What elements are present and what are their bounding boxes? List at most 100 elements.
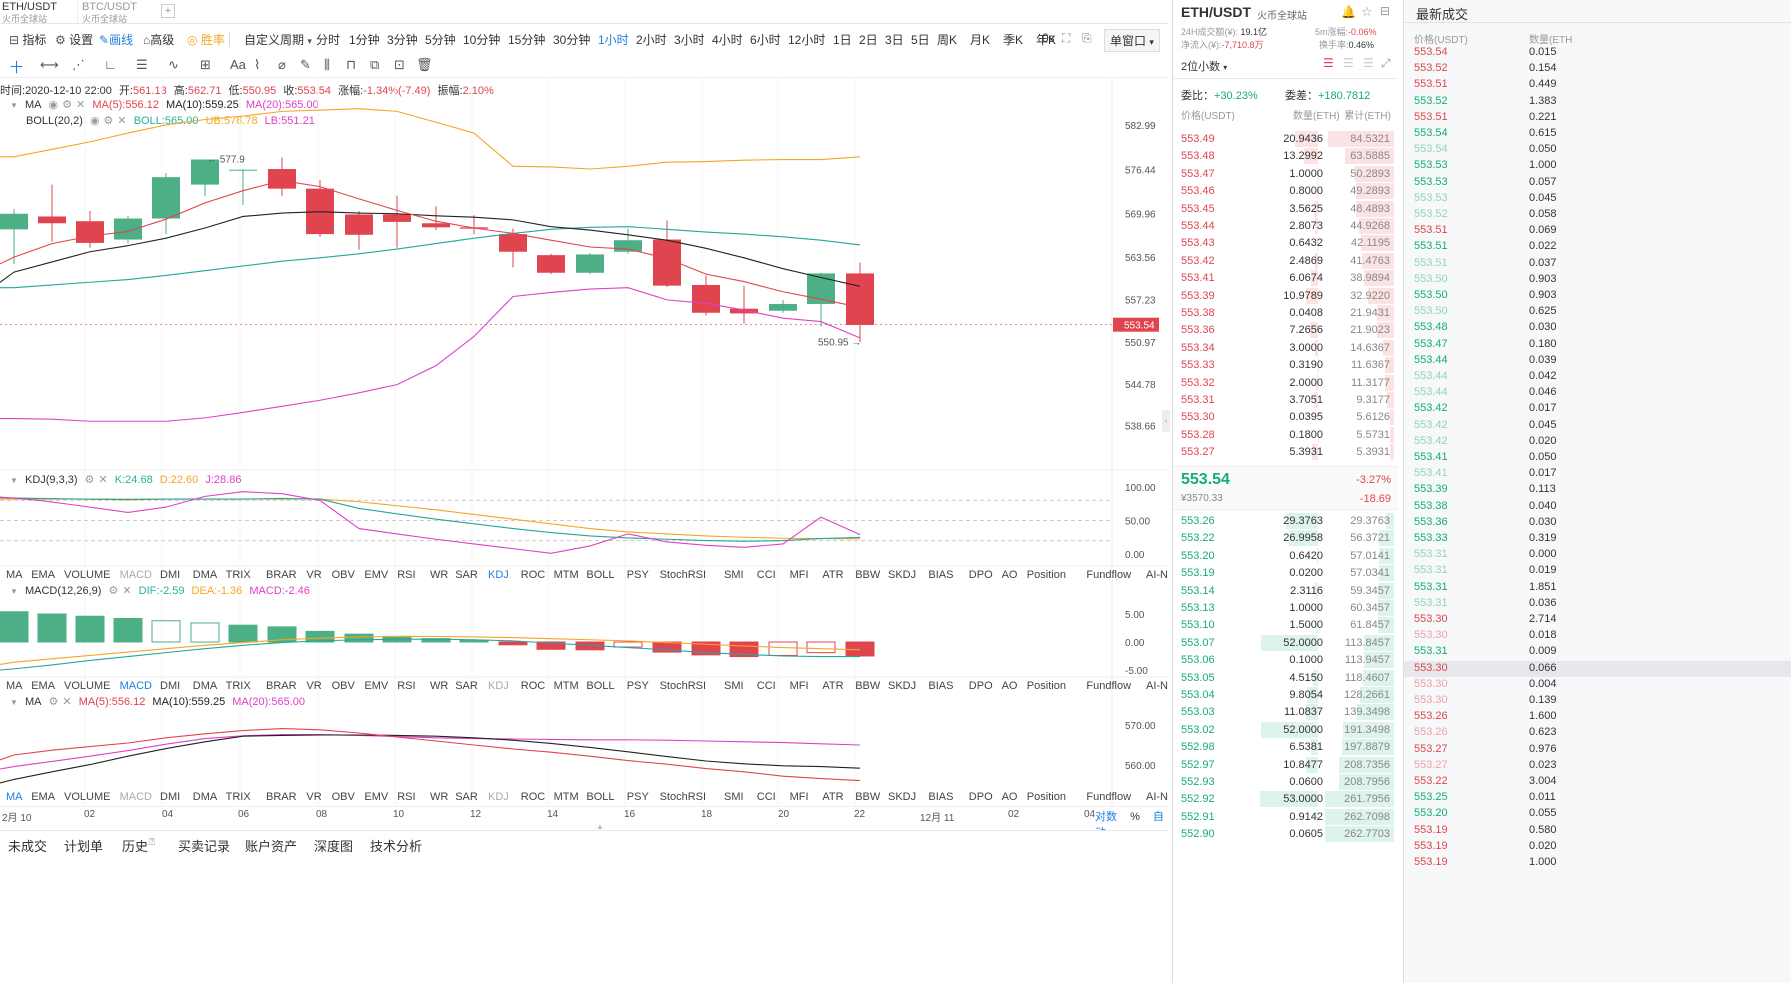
info-icon[interactable]: ⊟ (1380, 4, 1391, 18)
ask-row[interactable]: 553.36 7.2656 21.9023 (1173, 322, 1398, 339)
period-10[interactable]: 4小时 (712, 33, 743, 47)
chart-canvas[interactable]: 582.99 576.44 569.96 563.56 557.23 550.97 544.… (0, 78, 1168, 830)
ask-row[interactable]: 553.27 5.3931 5.3931 (1173, 444, 1398, 461)
period-16[interactable]: 5日 (911, 33, 930, 47)
close-icon[interactable]: ✕ (122, 585, 132, 597)
bid-row[interactable]: 553.07 52.0000 113.8457 (1173, 634, 1398, 652)
indicator-tab-mfi[interactable]: MFI (789, 791, 809, 803)
ask-row[interactable]: 553.32 2.0000 11.3177 (1173, 374, 1398, 392)
bid-row[interactable]: 552.91 0.9142 262.7098 (1173, 808, 1398, 826)
indicator-tab-bias[interactable]: BIAS (928, 569, 954, 581)
indicator-tab-ma[interactable]: MA (6, 680, 23, 692)
indicator-tab-dpo[interactable]: DPO (968, 680, 993, 692)
gear-icon[interactable]: ⚙ (108, 585, 119, 597)
drawtool-7-icon[interactable]: Aa (230, 57, 246, 72)
period-4[interactable]: 10分钟 (463, 33, 501, 47)
indicator-tab-volume[interactable]: VOLUME (64, 680, 111, 692)
indicator-tab-bbw[interactable]: BBW (855, 791, 881, 803)
drawtool-13-icon[interactable]: ⧉ (370, 57, 380, 72)
collapse-icon[interactable]: ▼ (10, 587, 18, 596)
ask-row[interactable]: 553.41 6.0674 38.9894 (1173, 270, 1398, 287)
candle[interactable] (76, 211, 104, 248)
ask-row[interactable]: 553.46 0.8000 49.2893 (1173, 183, 1398, 200)
indicator-tab-wr[interactable]: WR (430, 569, 449, 581)
drawtool-6-icon[interactable]: ⊞ (200, 57, 211, 72)
close-icon[interactable]: ✕ (117, 115, 127, 127)
indicator-tab-fundflow[interactable]: Fundflow (1086, 569, 1132, 581)
drawtool-5-icon[interactable]: ∿ (168, 57, 179, 72)
indicator-tab-smi[interactable]: SMI (724, 791, 744, 803)
candle[interactable] (152, 173, 180, 235)
indicator-tab-mtm[interactable]: MTM (553, 680, 579, 692)
indicator-tab-kdj[interactable]: KDJ (488, 791, 509, 803)
bid-row[interactable]: 552.98 6.5381 197.8879 (1173, 739, 1398, 756)
tab-eth-usdt[interactable]: ETH/USDT 火币全球站 (2, 0, 78, 24)
ask-row[interactable]: 553.47 1.0000 50.2893 (1173, 165, 1398, 183)
indicator-tab-skdj[interactable]: SKDJ (888, 680, 917, 692)
bid-row[interactable]: 553.13 1.0000 60.3457 (1173, 600, 1398, 617)
bid-row[interactable]: 553.26 29.3763 29.3763 (1173, 513, 1398, 530)
indicator-tab-boll[interactable]: BOLL (586, 680, 615, 692)
indicator-tab-roc[interactable]: ROC (520, 569, 546, 581)
ask-row[interactable]: 553.49 20.9436 84.5321 (1173, 131, 1398, 148)
ask-row[interactable]: 553.38 0.0408 21.9431 (1173, 305, 1398, 322)
period-11[interactable]: 6小时 (750, 33, 781, 47)
candle[interactable] (769, 299, 797, 313)
percent-toggle[interactable]: % (1130, 811, 1140, 823)
indicator-tab-obv[interactable]: OBV (331, 791, 355, 803)
indicator-tab-emv[interactable]: EMV (364, 569, 389, 581)
drawtool-4-icon[interactable]: ☰ (136, 57, 148, 72)
fullscreen-icon[interactable]: ⛶ (1062, 31, 1071, 45)
indicator-tab-mfi[interactable]: MFI (789, 569, 809, 581)
candle[interactable] (576, 253, 604, 275)
candle[interactable] (306, 179, 334, 237)
period-3[interactable]: 5分钟 (425, 33, 456, 47)
indicator-tab-wr[interactable]: WR (430, 791, 449, 803)
indicator-tab-psy[interactable]: PSY (626, 680, 649, 692)
drawtool-9-icon[interactable]: ⌀ (278, 57, 286, 72)
indicator-tab-psy[interactable]: PSY (626, 791, 649, 803)
indicator-tab-ao[interactable]: AO (1001, 791, 1018, 803)
ask-row[interactable]: 553.28 0.1800 5.5731 (1173, 426, 1398, 444)
indicator-tab-dmi[interactable]: DMI (160, 569, 181, 581)
ask-row[interactable]: 553.30 0.0395 5.6126 (1173, 409, 1398, 426)
gear-icon[interactable]: ⚙ (62, 99, 73, 111)
collapse-icon[interactable]: ▼ (10, 476, 18, 485)
period-9[interactable]: 3小时 (674, 33, 705, 47)
log-scale-toggle[interactable]: 对数 (1095, 811, 1117, 823)
candle[interactable] (229, 169, 257, 205)
indicator-tab-position[interactable]: Position (1026, 569, 1066, 581)
period-2[interactable]: 3分钟 (387, 33, 418, 47)
indicator-tab-ma[interactable]: MA (6, 569, 23, 581)
bid-row[interactable]: 552.97 10.8477 208.7356 (1173, 756, 1398, 774)
gear-icon[interactable]: ⚙ (103, 115, 114, 127)
indicator-tab-stochrsi[interactable]: StochRSI (659, 680, 707, 692)
bid-row[interactable]: 553.05 4.5150 118.4607 (1173, 669, 1398, 687)
indicator-tab-ao[interactable]: AO (1001, 569, 1018, 581)
indicator-tab-psy[interactable]: PSY (626, 569, 649, 581)
bid-row[interactable]: 553.10 1.5000 61.8457 (1173, 617, 1398, 634)
expand-icon[interactable]: ⤢ (1381, 56, 1391, 70)
period-17[interactable]: 周K (937, 33, 958, 47)
indicator-tab-dma[interactable]: DMA (192, 680, 218, 692)
collapse-icon[interactable]: ▼ (10, 698, 18, 707)
period-0[interactable]: 分时 (316, 33, 341, 47)
indicator-tab-skdj[interactable]: SKDJ (888, 569, 917, 581)
indicator-tab-dpo[interactable]: DPO (968, 791, 993, 803)
bottom-tab-4[interactable]: 账户资产 (245, 839, 298, 854)
drawtool-3-icon[interactable]: ∟ (104, 57, 117, 72)
indicator-tab-ema[interactable]: EMA (31, 791, 56, 803)
period-19[interactable]: 季K (1003, 33, 1024, 47)
bid-row[interactable]: 553.04 9.8054 128.2661 (1173, 687, 1398, 704)
period-15[interactable]: 3日 (885, 33, 904, 47)
indicator-tab-volume[interactable]: VOLUME (64, 791, 111, 803)
indicator-tab-bbw[interactable]: BBW (855, 569, 881, 581)
indicator-tab-mfi[interactable]: MFI (789, 680, 809, 692)
indicator-tab-mtm[interactable]: MTM (553, 569, 579, 581)
indicator-tab-ema[interactable]: EMA (31, 569, 56, 581)
indicator-tab-boll[interactable]: BOLL (586, 791, 615, 803)
period-14[interactable]: 2日 (859, 33, 878, 47)
drawtool-12-icon[interactable]: ⊓ (346, 57, 357, 72)
indicator-tab-obv[interactable]: OBV (331, 569, 355, 581)
indicator-tab-ai-netvol[interactable]: AI-NetVOL (1146, 680, 1168, 692)
